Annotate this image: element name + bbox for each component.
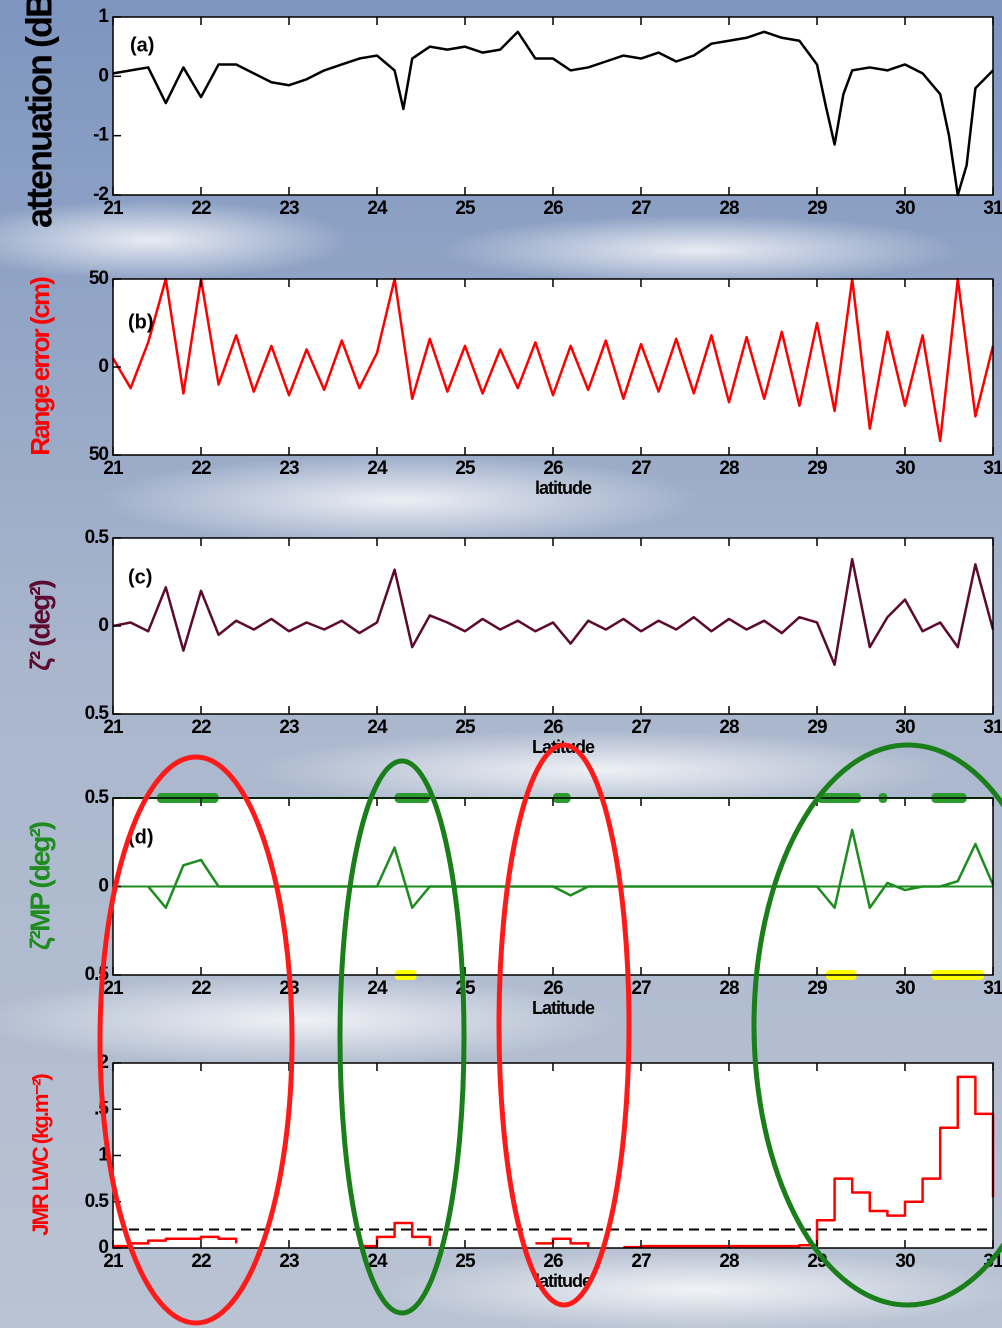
- y-tick-label: 2: [98, 1052, 108, 1073]
- x-tick-label: 21: [103, 198, 124, 219]
- x-tick-label: 27: [631, 717, 651, 738]
- x-tick-label: 30: [895, 198, 915, 219]
- x-tick-label: 31: [983, 458, 1002, 479]
- y-tick-label: 50: [89, 444, 109, 465]
- x-tick-label: 27: [631, 1251, 651, 1272]
- x-tick-label: 24: [367, 978, 388, 999]
- x-tick-label: 29: [807, 978, 827, 999]
- y-tick-label: 0.5: [85, 787, 110, 808]
- data-line: [112, 30, 994, 197]
- x-tick-label: 31: [983, 978, 1002, 999]
- x-tick-label: 29: [807, 198, 827, 219]
- x-tick-label: 31: [983, 198, 1002, 219]
- x-axis-label: latitude: [535, 1271, 592, 1291]
- y-tick-label: 0: [98, 615, 108, 636]
- data-line: [112, 557, 995, 666]
- x-tick-label: 30: [895, 978, 915, 999]
- x-tick-label: 21: [103, 978, 124, 999]
- y-axis-label: ζ² (deg²): [24, 580, 55, 670]
- x-tick-label: 21: [103, 458, 124, 479]
- panel-label: (d): [128, 826, 154, 848]
- x-tick-label: 29: [807, 717, 827, 738]
- plot-area: [113, 279, 993, 455]
- x-tick-label: 22: [191, 978, 211, 999]
- x-tick-label: 21: [103, 1251, 124, 1272]
- x-tick-label: 28: [719, 458, 739, 479]
- x-tick-label: 24: [367, 458, 388, 479]
- x-tick-label: 28: [719, 198, 739, 219]
- data-line: [111, 277, 995, 443]
- x-tick-label: 30: [895, 458, 915, 479]
- y-axis-label: ζ²MP (deg²): [24, 822, 55, 950]
- x-tick-label: 26: [543, 198, 563, 219]
- y-tick-label: -1: [93, 125, 109, 146]
- y-tick-label: -2: [93, 184, 108, 205]
- x-tick-label: 27: [631, 198, 651, 219]
- x-tick-label: 26: [543, 717, 563, 738]
- x-tick-label: 22: [191, 717, 211, 738]
- panel-label: (c): [128, 566, 152, 588]
- y-tick-label: 0.5: [85, 527, 110, 548]
- y-tick-label: 0: [98, 65, 108, 86]
- x-tick-label: 28: [719, 717, 739, 738]
- y-tick-label: 50: [89, 268, 109, 289]
- data-line: [147, 828, 995, 909]
- y-axis-label: Range error (cm): [25, 277, 55, 456]
- x-tick-label: 24: [367, 198, 388, 219]
- x-tick-label: 25: [455, 458, 476, 479]
- x-axis-label: Latitude: [532, 998, 595, 1018]
- x-axis-label: latitude: [535, 478, 592, 498]
- x-tick-label: 26: [543, 1251, 563, 1272]
- plot-area: [113, 17, 993, 195]
- x-tick-label: 22: [191, 1251, 211, 1272]
- highlight-ellipses: [97, 742, 1002, 1326]
- y-tick-label: 1: [98, 6, 109, 27]
- x-tick-label: 22: [191, 458, 211, 479]
- y-tick-label: 0.5: [85, 1191, 110, 1212]
- x-tick-label: 27: [631, 458, 651, 479]
- x-tick-label: 25: [455, 198, 476, 219]
- x-tick-label: 24: [367, 1251, 388, 1272]
- x-tick-label: 28: [719, 978, 739, 999]
- x-tick-label: 25: [455, 717, 476, 738]
- panel-label: (b): [128, 311, 154, 333]
- x-tick-label: 23: [279, 458, 299, 479]
- x-tick-label: 23: [279, 198, 299, 219]
- x-tick-label: 30: [895, 1251, 915, 1272]
- x-tick-label: 23: [279, 1251, 299, 1272]
- y-tick-label: 0: [98, 1237, 108, 1258]
- x-tick-label: 31: [983, 717, 1002, 738]
- x-tick-label: 29: [807, 458, 827, 479]
- x-tick-label: 25: [455, 1251, 476, 1272]
- x-tick-label: 27: [631, 978, 651, 999]
- x-tick-label: 21: [103, 717, 124, 738]
- y-tick-label: 0: [98, 876, 108, 897]
- x-tick-label: 22: [191, 198, 211, 219]
- x-tick-label: 24: [367, 717, 388, 738]
- y-axis-label: JMR LWC (kg.m⁻²): [28, 1074, 53, 1236]
- x-tick-label: 30: [895, 717, 915, 738]
- x-tick-label: 23: [279, 717, 299, 738]
- y-tick-label: 0: [98, 356, 108, 377]
- y-tick-label: 0.5: [85, 703, 110, 724]
- x-tick-label: 28: [719, 1251, 739, 1272]
- x-tick-label: 26: [543, 978, 563, 999]
- data-line: [113, 1075, 995, 1249]
- panel-label: (a): [130, 34, 154, 56]
- plot-area: [113, 1063, 993, 1248]
- x-tick-label: 26: [543, 458, 563, 479]
- y-axis-label: attenuation (dB): [19, 0, 60, 228]
